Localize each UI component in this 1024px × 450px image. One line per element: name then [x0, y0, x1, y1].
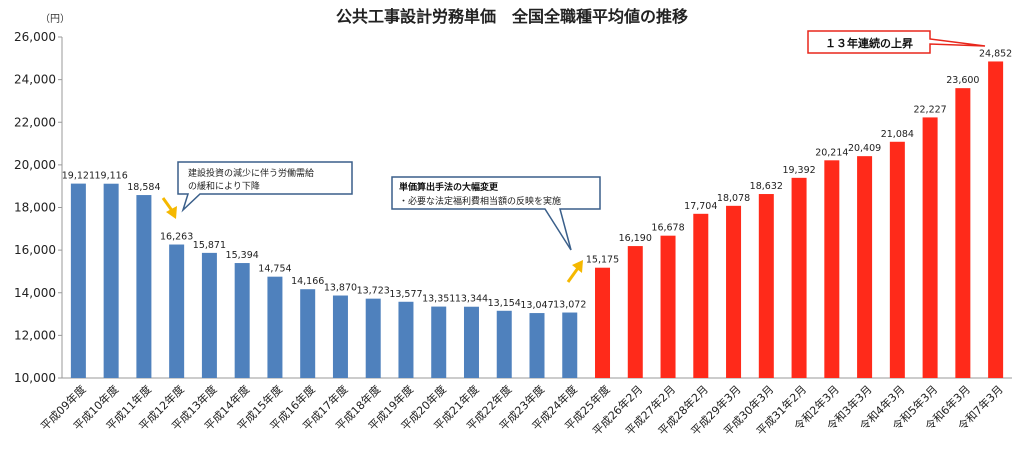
data-label: 19,121 [62, 171, 95, 182]
callout-text: ・必要な法定福利費相当額の反映を実施 [399, 195, 561, 207]
red-callout-text: １３年連続の上昇 [825, 36, 913, 50]
data-label: 13,154 [488, 298, 521, 309]
bar-series [70, 61, 1004, 379]
y-tick-label: 20,000 [14, 158, 56, 172]
data-label: 18,584 [127, 182, 160, 193]
bar [136, 195, 152, 378]
data-label: 17,704 [684, 201, 717, 212]
callout-box [391, 176, 601, 251]
data-label: 13,072 [553, 300, 586, 311]
callout-text-line1: 建設投資の減少に伴う労働需給 [188, 167, 314, 179]
bar [627, 246, 643, 378]
bar [300, 289, 316, 378]
y-tick-label: 24,000 [14, 73, 56, 87]
data-label: 14,166 [291, 276, 324, 287]
bar [988, 61, 1004, 379]
data-label: 13,351 [422, 294, 455, 305]
data-label: 18,078 [717, 193, 750, 204]
callout-method-change: 単価算出手法の大幅変更 ・必要な法定福利費相当額の反映を実施 [391, 176, 601, 251]
data-label: 24,852 [979, 48, 1012, 59]
bar [562, 312, 578, 378]
data-label: 16,678 [651, 223, 684, 234]
y-tick-label: 12,000 [14, 328, 56, 342]
data-label: 22,227 [913, 104, 946, 115]
callout-text-line2: の緩和により下降 [188, 180, 260, 192]
y-tick-label: 18,000 [14, 201, 56, 215]
bar [726, 205, 742, 378]
bar [693, 213, 709, 378]
data-label: 23,600 [946, 75, 979, 86]
bar [791, 177, 807, 378]
data-label: 19,116 [95, 171, 128, 182]
bar [595, 267, 611, 378]
data-label: 16,263 [160, 232, 193, 243]
y-tick-label: 14,000 [14, 286, 56, 300]
bar [955, 88, 971, 379]
bar [103, 183, 119, 378]
y-tick-label: 10,000 [14, 371, 56, 385]
data-label: 19,392 [782, 165, 815, 176]
y-tick-label: 22,000 [14, 115, 56, 129]
bar [70, 183, 86, 378]
bar [201, 252, 217, 378]
y-tick-label: 16,000 [14, 243, 56, 257]
data-label: 18,632 [750, 181, 783, 192]
bar [234, 263, 250, 378]
data-label: 13,577 [389, 289, 422, 300]
bar [758, 194, 774, 378]
consecutive-rise-label: １３年連続の上昇 [807, 30, 986, 54]
bar [169, 244, 185, 378]
data-label: 21,084 [881, 129, 914, 140]
bar [267, 276, 283, 378]
data-label: 14,754 [258, 264, 291, 275]
bar [660, 235, 676, 378]
bar [529, 313, 545, 378]
bar [398, 301, 414, 378]
bar [496, 310, 512, 378]
data-label: 13,047 [520, 300, 553, 311]
data-label: 15,175 [586, 255, 619, 266]
red-callout-box [807, 30, 986, 54]
data-label: 15,871 [193, 240, 226, 251]
data-label: 20,409 [848, 143, 881, 154]
bar [857, 156, 873, 378]
chart-title: 公共工事設計労務単価 全国全職種平均値の推移 [336, 7, 688, 26]
bar [922, 117, 938, 379]
bar [889, 141, 905, 378]
bar [431, 306, 447, 378]
y-tick-label: 26,000 [14, 30, 56, 44]
data-label: 16,190 [619, 233, 652, 244]
data-label: 13,723 [357, 286, 390, 297]
callout-labor-demand: 建設投資の減少に伴う労働需給 の緩和により下降 [177, 161, 353, 213]
up-arrow-icon [566, 260, 583, 283]
data-label: 15,394 [226, 250, 259, 261]
down-arrow-icon [161, 197, 177, 219]
callout-box [177, 161, 353, 213]
callout-title: 単価算出手法の大幅変更 [399, 181, 499, 193]
category-labels: 平成09年度平成10年度平成11年度平成12年度平成13年度平成14年度平成15… [38, 382, 1006, 438]
bar [824, 160, 840, 378]
bar [365, 298, 381, 378]
bar [332, 295, 348, 378]
y-axis-unit-label: （円） [40, 13, 70, 25]
data-label: 13,870 [324, 283, 357, 294]
y-axis: 10,000 12,000 14,000 16,000 18,000 20,000 22,0… [14, 30, 63, 385]
bar [463, 306, 479, 378]
data-label: 13,344 [455, 294, 488, 305]
data-label: 20,214 [815, 147, 848, 158]
